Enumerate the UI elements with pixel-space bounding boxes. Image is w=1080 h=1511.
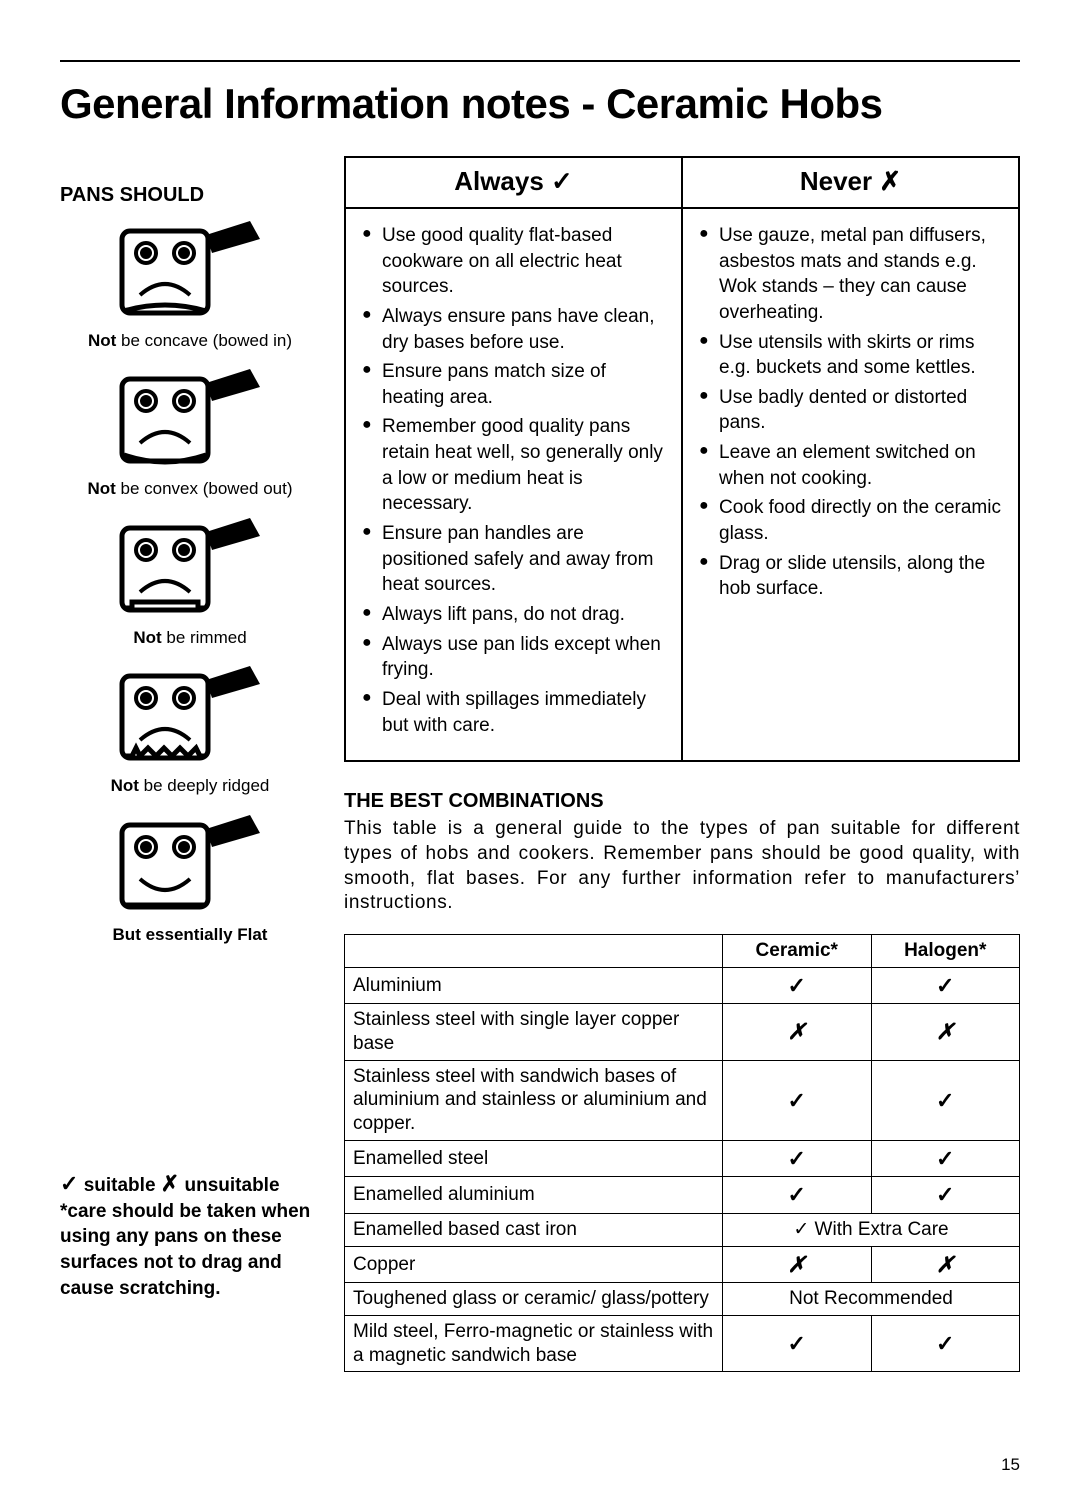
combos-intro: This table is a general guide to the typ… [344,817,1020,916]
pan-figure: Not be convex (bowed out) [60,365,320,499]
right-column: Always ✓ Never ✗ Use good quality flat-b… [344,156,1020,1372]
tick-icon [871,1060,1020,1140]
table-row: Enamelled based cast iron✓ With Extra Ca… [345,1213,1020,1246]
table-row: Enamelled aluminium [345,1177,1020,1214]
table-header [345,934,723,967]
list-item: Always ensure pans have clean, dry bases… [362,304,665,355]
legend-care-note: *care should be taken when using any pan… [60,1201,310,1299]
list-item: Use good quality flat-based cookware on … [362,223,665,300]
cross-icon [723,1004,872,1061]
always-never-table: Always ✓ Never ✗ Use good quality flat-b… [344,156,1020,762]
always-list: Use good quality flat-based cookware on … [362,223,665,738]
pan-figure: Not be deeply ridged [60,662,320,796]
tick-icon [723,1060,872,1140]
tick-icon [871,1315,1020,1372]
list-item: Deal with spillages immediately but with… [362,687,665,738]
never-cell: Use gauze, metal pan diffusers, asbestos… [682,208,1019,761]
always-header: Always ✓ [345,157,682,208]
cross-icon [871,1246,1020,1283]
pan-caption: But essentially Flat [113,925,268,945]
pan-figures: Not be concave (bowed in) Not be convex … [60,217,320,959]
list-item: Cook food directly on the ceramic glass. [699,495,1002,546]
combinations-table: Ceramic*Halogen*AluminiumStainless steel… [344,934,1020,1373]
always-cell: Use good quality flat-based cookware on … [345,208,682,761]
table-row: Aluminium [345,967,1020,1004]
never-list: Use gauze, metal pan diffusers, asbestos… [699,223,1002,602]
pan-figure: Not be rimmed [60,514,320,648]
list-item: Always lift pans, do not drag. [362,602,665,628]
table-row: Stainless steel with sandwich bases of a… [345,1060,1020,1140]
tick-icon [871,1140,1020,1177]
never-header: Never ✗ [682,157,1019,208]
tick-icon [723,1315,872,1372]
pan-caption: Not be convex (bowed out) [87,479,292,499]
material-label: Mild steel, Ferro-magnetic or stainless … [345,1315,723,1372]
material-label: Enamelled aluminium [345,1177,723,1214]
list-item: Drag or slide utensils, along the hob su… [699,551,1002,602]
pan-figure: But essentially Flat [60,811,320,945]
table-row: Mild steel, Ferro-magnetic or stainless … [345,1315,1020,1372]
list-item: Ensure pans match size of heating area. [362,359,665,410]
list-item: Leave an element switched on when not co… [699,440,1002,491]
cross-icon [871,1004,1020,1061]
tick-icon [871,967,1020,1004]
tick-icon [723,967,872,1004]
combos-heading: THE BEST COMBINATIONS [344,790,1020,813]
material-label: Toughened glass or ceramic/ glass/potter… [345,1283,723,1316]
material-label: Enamelled steel [345,1140,723,1177]
span-cell: ✓ With Extra Care [723,1213,1020,1246]
table-row: Stainless steel with single layer copper… [345,1004,1020,1061]
pan-caption: Not be deeply ridged [111,776,270,796]
list-item: Use badly dented or distorted pans. [699,385,1002,436]
table-header: Ceramic* [723,934,872,967]
top-rule [60,60,1020,62]
table-row: Enamelled steel [345,1140,1020,1177]
list-item: Use utensils with skirts or rims e.g. bu… [699,330,1002,381]
table-row: Toughened glass or ceramic/ glass/potter… [345,1283,1020,1316]
table-row: Copper [345,1246,1020,1283]
main-layout: PANS SHOULD Not be concave (bowed in) No… [60,156,1020,1372]
material-label: Stainless steel with sandwich bases of a… [345,1060,723,1140]
tick-icon [723,1140,872,1177]
pan-figure: Not be concave (bowed in) [60,217,320,351]
material-label: Aluminium [345,967,723,1004]
material-label: Enamelled based cast iron [345,1213,723,1246]
pan-caption: Not be rimmed [133,628,246,648]
tick-icon: ✓ [60,1171,78,1196]
cross-icon: ✗ [161,1171,179,1196]
table-header: Halogen* [871,934,1020,967]
list-item: Remember good quality pans retain heat w… [362,414,665,517]
legend-text: ✓ suitable ✗ unsuitable *care should be … [60,1169,320,1301]
list-item: Use gauze, metal pan diffusers, asbestos… [699,223,1002,326]
tick-icon [871,1177,1020,1214]
page-title: General Information notes - Ceramic Hobs [60,80,1020,128]
page-number: 15 [1001,1455,1020,1475]
left-column: PANS SHOULD Not be concave (bowed in) No… [60,156,320,1372]
span-cell: Not Recommended [723,1283,1020,1316]
list-item: Ensure pan handles are positioned safely… [362,521,665,598]
pans-should-heading: PANS SHOULD [60,184,320,207]
list-item: Always use pan lids except when frying. [362,632,665,683]
cross-icon [723,1246,872,1283]
tick-icon [723,1177,872,1214]
material-label: Stainless steel with single layer copper… [345,1004,723,1061]
pan-caption: Not be concave (bowed in) [88,331,292,351]
material-label: Copper [345,1246,723,1283]
